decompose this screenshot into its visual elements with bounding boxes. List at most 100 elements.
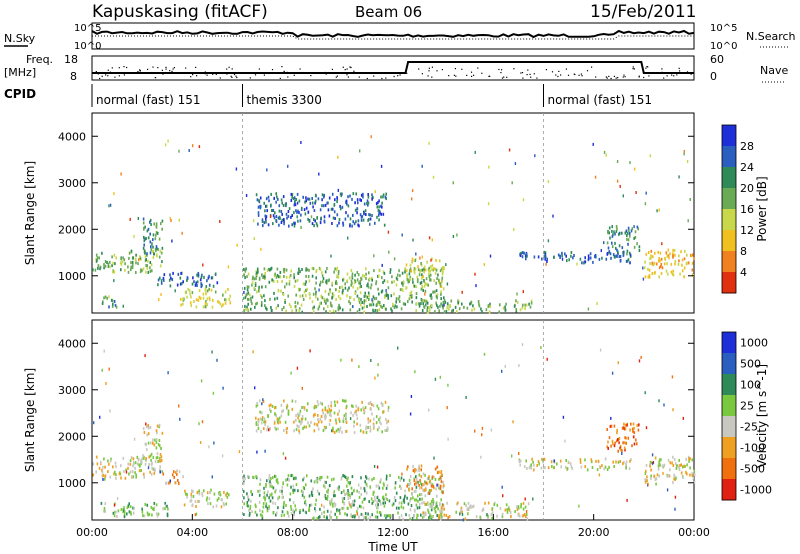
data-cell <box>416 275 419 279</box>
data-cell <box>435 258 437 262</box>
data-cell <box>461 290 463 294</box>
data-cell <box>441 473 443 477</box>
data-cell <box>611 245 614 249</box>
data-cell <box>609 424 612 428</box>
data-cell <box>97 266 99 270</box>
data-cell <box>143 249 146 253</box>
data-cell <box>143 235 145 239</box>
data-cell <box>598 473 601 477</box>
nave-dot <box>673 75 675 77</box>
data-cell <box>294 304 297 308</box>
data-cell <box>425 481 427 485</box>
data-cell <box>542 466 545 469</box>
data-cell <box>611 439 614 443</box>
data-cell <box>247 475 249 479</box>
nave-dot <box>195 66 197 68</box>
data-cell <box>362 218 365 222</box>
data-cell <box>596 468 599 472</box>
data-cell <box>443 266 445 269</box>
data-cell <box>392 302 394 306</box>
data-cell <box>520 503 522 506</box>
data-cell <box>301 415 304 418</box>
data-cell <box>265 484 267 488</box>
data-cell <box>255 416 257 420</box>
data-cell <box>271 485 273 489</box>
data-cell <box>334 403 336 407</box>
data-cell <box>443 513 446 517</box>
data-cell <box>265 306 267 310</box>
data-cell <box>672 254 674 258</box>
nave-dot <box>661 68 663 70</box>
data-cell <box>440 267 443 271</box>
data-cell <box>268 428 270 432</box>
data-cell <box>277 304 279 308</box>
data-cell <box>277 496 279 500</box>
data-cell <box>438 516 440 520</box>
data-cell <box>265 502 268 506</box>
data-cell <box>360 492 363 496</box>
data-cell <box>268 507 270 511</box>
data-cell <box>273 274 276 278</box>
data-cell <box>249 504 252 508</box>
data-cell <box>365 267 367 271</box>
data-cell <box>184 291 187 295</box>
data-cell <box>330 400 333 404</box>
data-cell <box>115 305 118 309</box>
data-cell <box>103 457 105 461</box>
data-cell <box>394 486 396 490</box>
data-cell <box>408 483 410 487</box>
data-cell <box>132 457 135 461</box>
data-cell <box>367 291 370 295</box>
data-cell <box>270 192 272 196</box>
data-cell <box>547 180 550 184</box>
data-cell <box>614 241 616 245</box>
data-cell <box>377 363 379 367</box>
data-cell <box>249 293 251 297</box>
data-cell <box>331 429 333 433</box>
data-cell <box>369 402 371 405</box>
data-cell <box>438 514 440 518</box>
data-cell <box>337 306 340 310</box>
data-cell <box>275 488 277 492</box>
data-cell <box>304 510 307 514</box>
data-cell <box>337 188 339 192</box>
data-cell <box>457 301 459 305</box>
data-cell <box>625 462 627 466</box>
data-cell <box>542 460 544 464</box>
data-cell <box>306 287 308 291</box>
data-cell <box>376 404 379 408</box>
data-cell <box>341 192 343 196</box>
data-cell <box>392 502 395 506</box>
data-cell <box>144 225 146 229</box>
data-cell <box>508 148 511 152</box>
data-cell <box>301 406 303 409</box>
data-cell <box>363 294 366 298</box>
data-cell <box>276 420 279 424</box>
data-cell <box>128 251 131 255</box>
data-cell <box>488 165 490 169</box>
data-cell <box>672 273 675 277</box>
data-cell <box>419 479 421 483</box>
data-cell <box>256 271 258 275</box>
data-cell <box>123 506 125 510</box>
data-cell <box>267 415 269 418</box>
data-cell <box>621 452 623 455</box>
data-cell <box>416 516 418 520</box>
data-cell <box>325 280 327 284</box>
data-cell <box>668 474 671 478</box>
data-cell <box>425 503 427 506</box>
data-cell <box>655 482 657 486</box>
data-cell <box>644 202 647 206</box>
data-cell <box>420 486 423 490</box>
data-cell <box>315 290 317 294</box>
data-cell <box>633 225 635 229</box>
data-cell <box>369 419 372 423</box>
data-cell <box>417 494 419 498</box>
data-cell <box>601 464 603 468</box>
data-cell <box>302 508 304 512</box>
data-cell <box>326 495 329 498</box>
data-cell <box>150 505 153 509</box>
data-cell <box>205 305 207 309</box>
data-cell <box>150 245 152 249</box>
data-cell <box>376 496 379 500</box>
